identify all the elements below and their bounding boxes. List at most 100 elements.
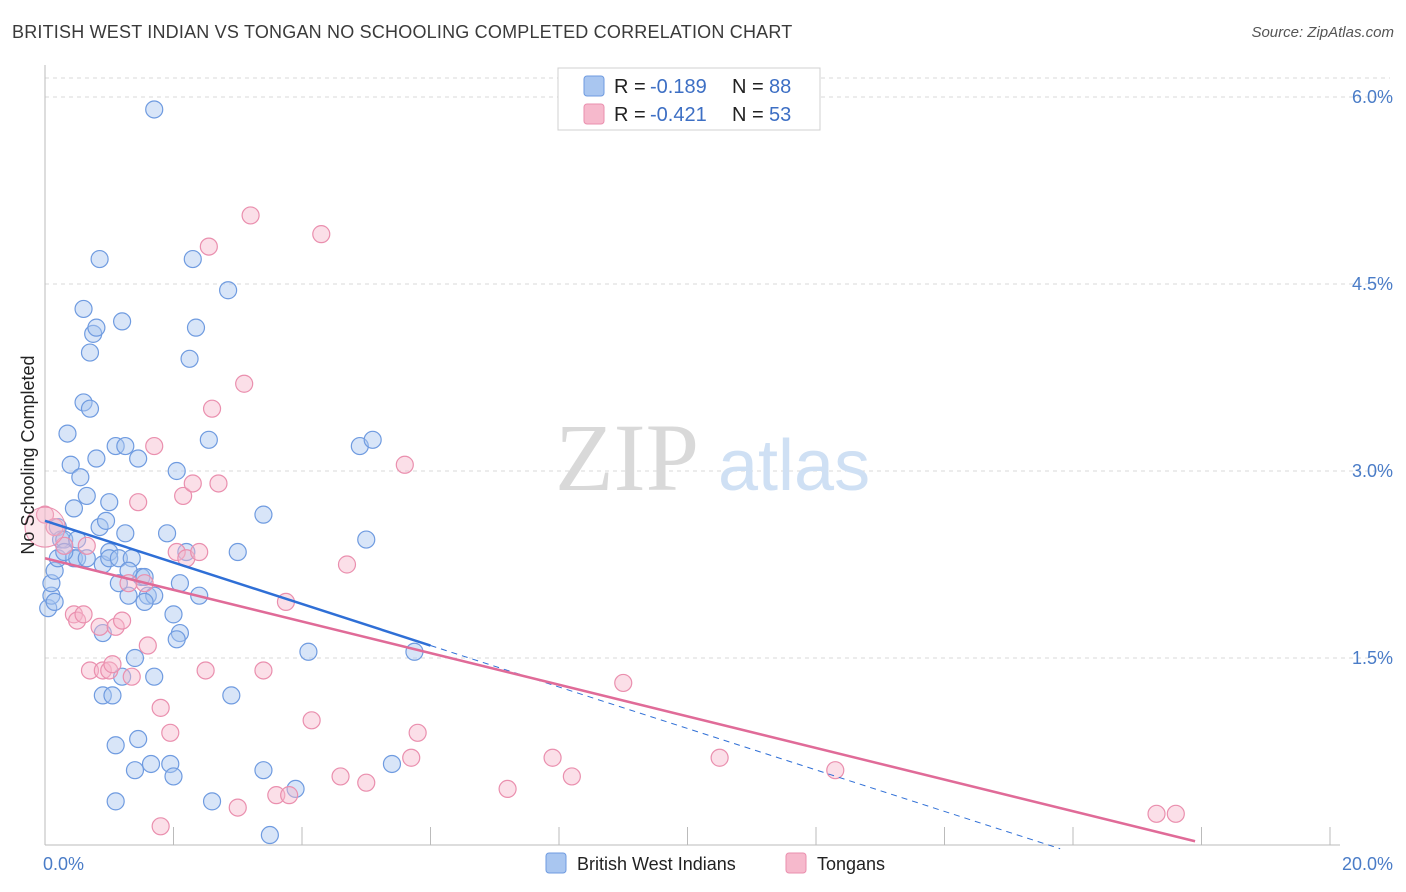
british-west-indian-point — [77, 486, 96, 506]
tongan-point — [241, 206, 260, 225]
tongan-trendline — [44, 557, 1196, 843]
british-west-indian-point — [100, 493, 119, 512]
british-west-indian-point — [254, 761, 273, 780]
tongan-point — [183, 474, 202, 493]
bottom-legend-label-pink: Tongans — [817, 854, 885, 874]
british-west-indian-point — [228, 542, 247, 562]
british-west-indian-point — [183, 249, 202, 269]
british-west-indian-point — [382, 754, 402, 774]
british-west-indian-point — [90, 249, 109, 269]
british-west-indian-point — [80, 399, 100, 418]
tongan-point — [1166, 804, 1185, 823]
tongan-point — [161, 723, 180, 742]
british-west-indian-point — [71, 468, 90, 487]
tongan-point — [129, 493, 148, 512]
british-west-indian-point — [61, 455, 80, 474]
tongan-point — [90, 617, 109, 636]
tongan-point — [280, 786, 299, 805]
tongan-point — [402, 748, 421, 767]
british-west-indian-point — [106, 736, 125, 755]
tongan-point — [254, 661, 273, 680]
british-west-indian-point — [167, 630, 186, 649]
british-west-indian-point — [167, 461, 186, 481]
watermark: ZIP atlas — [555, 404, 870, 511]
chart-source: Source: ZipAtlas.com — [1251, 24, 1394, 41]
tongan-point — [112, 611, 132, 630]
tongan-point — [543, 748, 562, 767]
y-tick-label: 6.0% — [1352, 87, 1393, 107]
british-west-indian-point — [112, 312, 132, 331]
y-tick-label: 3.0% — [1352, 461, 1393, 481]
tongan-point — [562, 767, 581, 786]
tongan-point — [190, 542, 209, 562]
x-tick-label-min: 0.0% — [43, 854, 84, 874]
british-west-indian-point — [109, 574, 128, 593]
british-west-indian-point — [186, 318, 206, 337]
british-west-indian-point — [357, 530, 376, 549]
bottom-legend-swatch-pink — [785, 852, 807, 874]
tongan-point — [826, 761, 845, 780]
tongan-point — [228, 798, 247, 817]
legend-n-label-1: N = — [732, 76, 764, 98]
british-west-indian-point — [87, 449, 106, 468]
legend-swatch-pink — [583, 103, 605, 125]
legend-swatch-blue — [583, 75, 605, 97]
tongan-point — [74, 605, 93, 624]
chart-title: BRITISH WEST INDIAN VS TONGAN NO SCHOOLI… — [12, 22, 793, 42]
british-west-indian-point — [106, 436, 125, 456]
tongan-point — [77, 536, 96, 555]
legend-r-value-2: -0.421 — [650, 104, 707, 126]
legend-n-value-1: 88 — [769, 76, 791, 98]
british-west-indian-point — [116, 436, 135, 456]
bottom-legend-label-blue: British West Indians — [577, 854, 736, 874]
british-west-indian-point — [157, 524, 177, 543]
watermark-atlas: atlas — [718, 426, 870, 506]
british-west-indian-point — [145, 100, 164, 119]
tongan-point — [80, 661, 100, 680]
british-west-indian-point — [177, 542, 196, 562]
british-west-indian-point — [55, 542, 74, 562]
tongan-point — [93, 661, 112, 680]
tongan-point — [267, 786, 286, 805]
grid-lines — [45, 77, 1390, 659]
british-west-indian-point — [145, 586, 164, 605]
legend-r-label-2: R = — [614, 104, 646, 126]
british-west-indian-point — [109, 549, 128, 568]
british-west-indian-point — [141, 754, 161, 774]
tongan-point — [202, 399, 222, 418]
british-west-indian-point — [45, 592, 64, 612]
british-west-indian-point — [129, 449, 148, 468]
tongan-point — [302, 711, 321, 730]
y-axis-label: No Schooling Completed — [18, 355, 38, 554]
tongan-point — [122, 667, 141, 686]
tongan-point — [209, 474, 228, 493]
legend-n-label-2: N = — [732, 104, 764, 126]
british-west-indian-point — [80, 343, 100, 362]
british-west-indian-point — [64, 499, 84, 518]
british-west-indian-point — [116, 524, 135, 543]
tongan-point — [151, 698, 170, 717]
british-west-indian-point — [103, 686, 122, 705]
british-west-indian-point — [100, 542, 119, 562]
tongan-point — [196, 661, 215, 680]
british-west-indian-point — [58, 424, 77, 443]
tongan-point — [395, 455, 414, 474]
bottom-legend: British West Indians Tongans — [545, 852, 885, 874]
tongan-point — [331, 767, 350, 786]
british-west-indian-point — [299, 642, 318, 661]
british-west-indian-point — [125, 761, 145, 780]
tongan-point — [710, 748, 729, 767]
british-west-indian-point — [87, 318, 106, 337]
british-west-indian-point — [74, 299, 93, 319]
tongan-point — [55, 536, 74, 555]
axes — [44, 65, 1340, 846]
legend-r-value-1: -0.189 — [650, 76, 707, 98]
british-west-indian-point — [164, 767, 183, 786]
top-legend: R = -0.189 N = 88 R = -0.421 N = 53 — [557, 67, 821, 131]
tongan-point — [614, 673, 633, 693]
tongan-point — [35, 505, 55, 524]
british-west-indian-point — [100, 549, 119, 568]
british-west-indian-point — [260, 825, 279, 845]
tongan-point — [103, 655, 122, 674]
